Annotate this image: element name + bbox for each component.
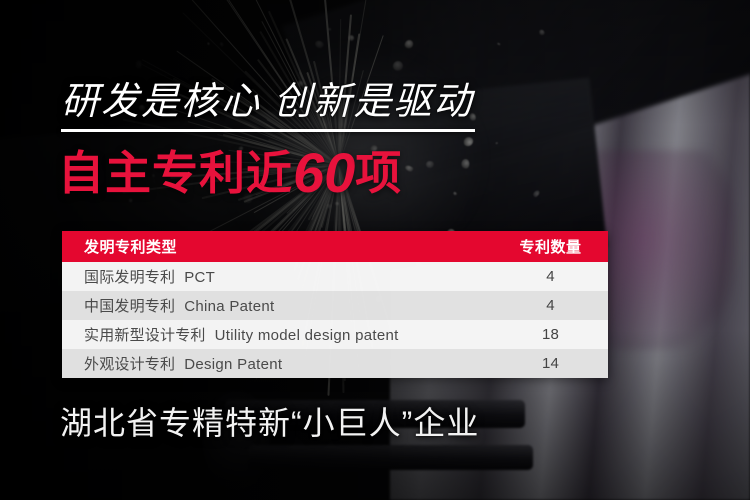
headline-secondary-number: 60 xyxy=(293,141,355,204)
patent-type-chinese: 中国发明专利 xyxy=(84,298,175,315)
headline-secondary: 自主专利近60项 xyxy=(58,145,402,201)
cell-patent-type: 实用新型设计专利 Utility model design patent xyxy=(62,320,493,349)
cell-patent-type: 中国发明专利 China Patent xyxy=(62,291,493,320)
patent-type-english: Utility model design patent xyxy=(215,327,399,344)
patent-type-chinese: 国际发明专利 xyxy=(84,269,175,286)
table-row: 中国发明专利 China Patent 4 xyxy=(62,291,608,320)
headline-secondary-prefix: 自主专利近 xyxy=(58,147,293,199)
table-header: 发明专利类型 专利数量 xyxy=(62,231,608,262)
table-body: 国际发明专利 PCT 4 中国发明专利 China Patent 4 实用新型设计专利 Uti… xyxy=(62,262,608,378)
patent-type-chinese: 实用新型设计专利 xyxy=(84,327,206,344)
cell-patent-count: 4 xyxy=(493,262,608,291)
cell-patent-count: 14 xyxy=(493,349,608,378)
column-header-patent-type: 发明专利类型 xyxy=(62,231,493,262)
table-row: 国际发明专利 PCT 4 xyxy=(62,262,608,291)
table-row: 外观设计专利 Design Patent 14 xyxy=(62,349,608,378)
table-header-row: 发明专利类型 专利数量 xyxy=(62,231,608,262)
patent-type-english: PCT xyxy=(184,269,215,286)
headline-secondary-suffix: 项 xyxy=(355,147,402,199)
headline-primary: 研发是核心 创新是驱动 xyxy=(61,80,474,124)
cell-patent-type: 外观设计专利 Design Patent xyxy=(62,349,493,378)
headline-divider-rule xyxy=(61,129,475,132)
column-header-patent-count: 专利数量 xyxy=(493,231,608,262)
patent-type-english: Design Patent xyxy=(184,356,282,373)
poster-content: 研发是核心 创新是驱动 自主专利近60项 发明专利类型 专利数量 国际发明专利 P… xyxy=(0,0,750,500)
footer-qualification-line: 湖北省专精特新“小巨人”企业 xyxy=(60,403,479,443)
patent-type-english: China Patent xyxy=(184,298,274,315)
patent-type-chinese: 外观设计专利 xyxy=(84,356,175,373)
cell-patent-type: 国际发明专利 PCT xyxy=(62,262,493,291)
promotional-poster: 研发是核心 创新是驱动 自主专利近60项 发明专利类型 专利数量 国际发明专利 P… xyxy=(0,0,750,500)
cell-patent-count: 18 xyxy=(493,320,608,349)
table-row: 实用新型设计专利 Utility model design patent 18 xyxy=(62,320,608,349)
patent-statistics-table: 发明专利类型 专利数量 国际发明专利 PCT 4 中国发明专利 China Patent… xyxy=(62,231,608,378)
cell-patent-count: 4 xyxy=(493,291,608,320)
